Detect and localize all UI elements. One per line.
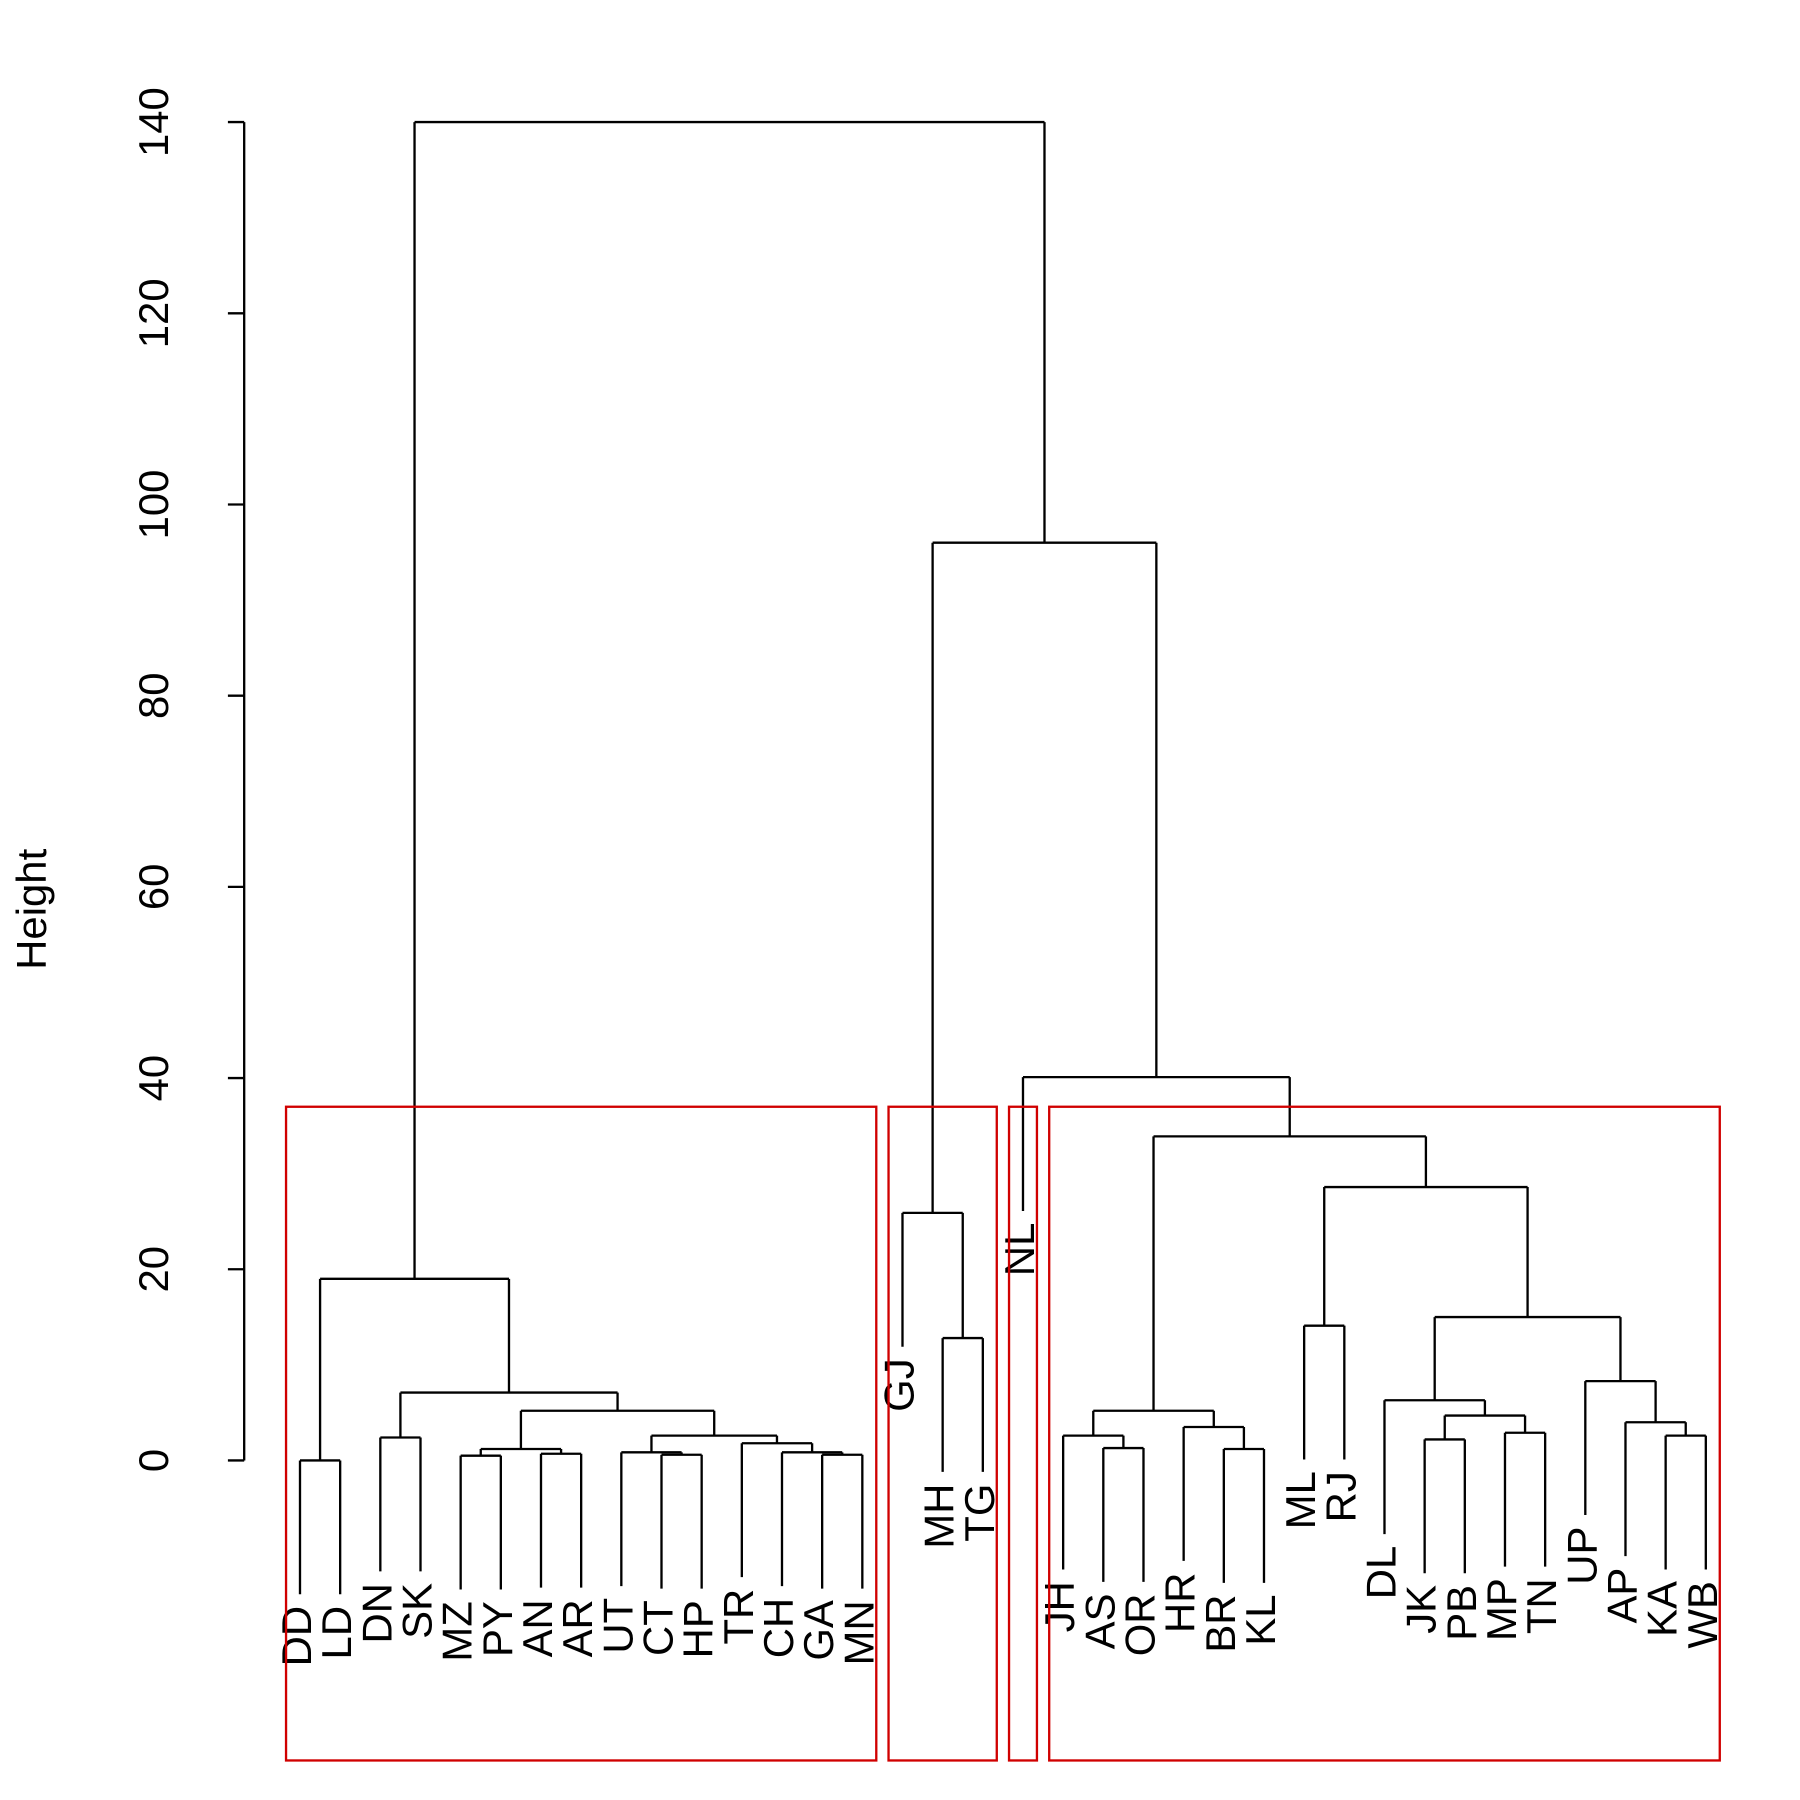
leaf-label: DD <box>273 1606 320 1666</box>
leaf-label: WB <box>1679 1581 1726 1648</box>
leaf-label: KL <box>1237 1594 1284 1645</box>
y-tick-label: 120 <box>130 278 177 348</box>
cluster-box <box>284 1105 878 1762</box>
cluster-box <box>1048 1105 1721 1762</box>
y-tick-label: 40 <box>130 1055 177 1102</box>
leaf-label: KA <box>1639 1581 1686 1637</box>
y-tick-label: 20 <box>130 1246 177 1293</box>
leaf-label: HP <box>675 1600 722 1658</box>
leaf-label: HR <box>1157 1572 1204 1632</box>
leaf-label: PY <box>474 1601 521 1657</box>
leaf-label: MH <box>916 1484 963 1549</box>
y-tick-label: 80 <box>130 672 177 719</box>
y-tick-label: 100 <box>130 470 177 540</box>
leaf-label: DL <box>1358 1546 1405 1600</box>
leaf-label: JH <box>1036 1581 1083 1632</box>
leaf-label: UT <box>594 1598 641 1654</box>
y-tick-label: 140 <box>130 87 177 157</box>
leaf-label: UP <box>1558 1527 1605 1585</box>
leaf-label: MN <box>835 1600 882 1665</box>
leaf-label: TG <box>956 1484 1003 1542</box>
leaf-label: TN <box>1518 1578 1565 1634</box>
leaf-label: OR <box>1117 1594 1164 1657</box>
cluster-box <box>887 1105 998 1762</box>
leaf-label: SK <box>394 1583 441 1639</box>
leaf-label: BR <box>1197 1594 1244 1652</box>
leaf-label: MP <box>1478 1578 1525 1641</box>
y-tick-label: 0 <box>130 1449 177 1472</box>
leaf-label: LD <box>313 1606 360 1660</box>
leaf-label: PB <box>1438 1585 1485 1641</box>
leaf-label: CT <box>635 1600 682 1656</box>
leaf-label: AR <box>554 1599 601 1657</box>
leaf-label: GJ <box>876 1358 923 1412</box>
leaf-label: MZ <box>434 1601 481 1661</box>
leaf-label: DN <box>353 1583 400 1643</box>
leaf-label: AS <box>1076 1594 1123 1650</box>
leaf-label: ML <box>1277 1471 1324 1529</box>
leaf-label: CH <box>755 1598 802 1658</box>
y-axis-label: Height <box>8 848 55 969</box>
leaf-label: NL <box>996 1223 1043 1277</box>
leaf-label: RJ <box>1317 1471 1364 1522</box>
cluster-box <box>1007 1105 1039 1762</box>
y-tick-label: 60 <box>130 864 177 911</box>
leaf-label: JK <box>1398 1585 1445 1634</box>
leaf-label: AN <box>514 1599 561 1657</box>
leaf-label: AP <box>1599 1568 1646 1624</box>
leaf-label: TR <box>715 1589 762 1645</box>
leaf-label: GA <box>795 1600 842 1661</box>
